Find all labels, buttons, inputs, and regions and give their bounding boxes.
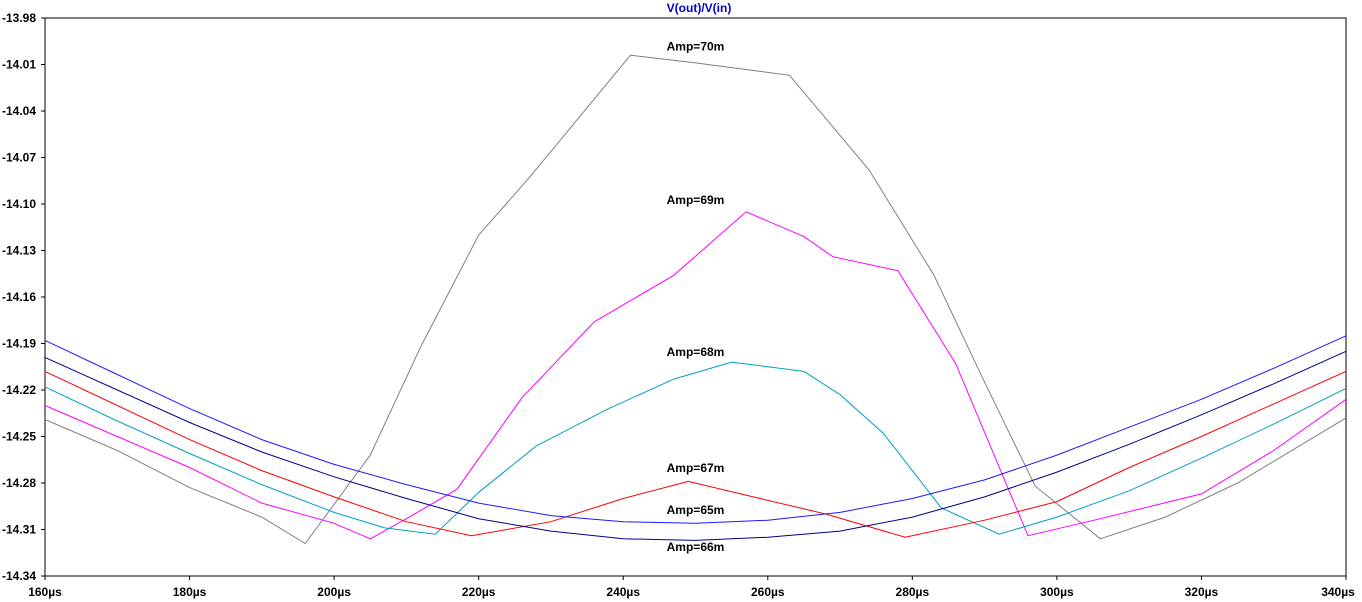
x-tick-label: 200µs <box>317 585 351 599</box>
series-line-amp-69m <box>44 211 1347 540</box>
series-line-amp-68m <box>44 361 1347 535</box>
series-annotation: Amp=65m <box>667 503 725 517</box>
y-tick-label: -14.31 <box>2 523 36 537</box>
series-annotation: Amp=69m <box>667 193 725 207</box>
y-tick-label: -13.98 <box>2 11 36 25</box>
y-tick-label: -14.19 <box>2 337 36 351</box>
x-tick-label: 300µs <box>1040 585 1074 599</box>
series-line-amp-65m <box>44 335 1347 524</box>
x-tick-label: 240µs <box>606 585 640 599</box>
y-axis: -13.98 -14.01 -14.04 -14.07 -14.10 -14.13 -14.… <box>2 11 45 583</box>
y-tick-label: -14.16 <box>2 290 36 304</box>
series-annotation: Amp=68m <box>667 345 725 359</box>
x-tick-label: 220µs <box>462 585 496 599</box>
series-annotation: Amp=67m <box>667 461 725 475</box>
x-tick-label: 260µs <box>751 585 785 599</box>
series-layer <box>44 54 1347 545</box>
x-tick-label: 280µs <box>896 585 930 599</box>
x-tick-label: 340µs <box>1321 585 1355 599</box>
chart-title: V(out)/V(in) <box>667 1 732 15</box>
y-tick-label: -14.28 <box>2 476 36 490</box>
y-tick-label: -14.34 <box>2 569 36 583</box>
x-axis: 160µs 180µs 200µs 220µs 240µs 260µs 280µs 300µs… <box>28 576 1355 599</box>
x-tick-label: 160µs <box>28 585 62 599</box>
x-tick-label: 180µs <box>173 585 207 599</box>
x-tick-label: 320µs <box>1185 585 1219 599</box>
annotation-layer: Amp=70m Amp=69m Amp=68m Amp=67m Amp=65m Amp=6… <box>667 40 725 555</box>
y-tick-label: -14.25 <box>2 430 36 444</box>
series-annotation: Amp=66m <box>667 540 725 554</box>
series-line-amp-70m <box>44 54 1347 545</box>
y-tick-label: -14.10 <box>2 197 36 211</box>
y-tick-label: -14.04 <box>2 104 36 118</box>
series-line-amp-67m <box>44 370 1347 538</box>
y-tick-label: -14.22 <box>2 383 36 397</box>
series-line-amp-66m <box>44 350 1347 541</box>
y-tick-label: -14.13 <box>2 244 36 258</box>
y-tick-label: -14.01 <box>2 58 36 72</box>
series-annotation: Amp=70m <box>667 40 725 54</box>
y-tick-label: -14.07 <box>2 151 36 165</box>
